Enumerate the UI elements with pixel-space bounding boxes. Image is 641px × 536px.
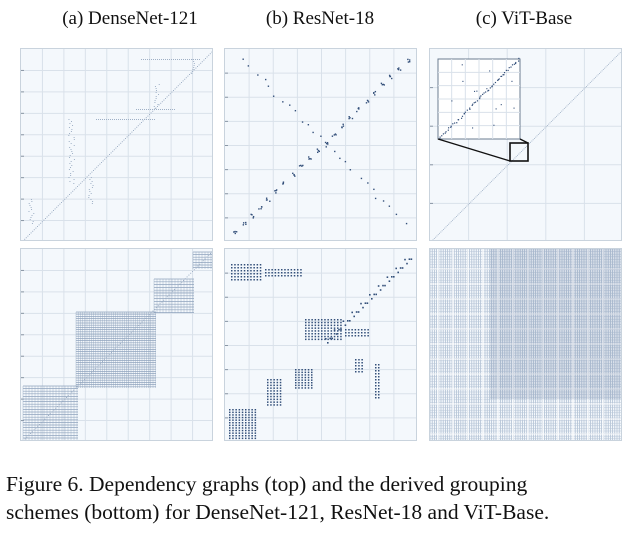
resnet-grouping-scheme xyxy=(224,248,417,441)
caption-line-2: schemes (bottom) for DenseNet-121, ResNe… xyxy=(6,500,550,524)
densenet-grouping-scheme xyxy=(20,248,213,441)
caption-line-1: Figure 6. Dependency graphs (top) and th… xyxy=(6,472,528,496)
column-title-resnet: (b) ResNet-18 xyxy=(265,8,375,29)
vit-dependency-graph xyxy=(429,48,622,241)
column-title-vit: (c) ViT-Base xyxy=(475,8,573,29)
densenet-dependency-graph xyxy=(20,48,213,241)
figure-caption: Figure 6. Dependency graphs (top) and th… xyxy=(6,470,636,526)
column-title-densenet: (a) DenseNet-121 xyxy=(62,8,198,29)
resnet-dependency-graph xyxy=(224,48,417,241)
vit-grouping-scheme xyxy=(429,248,622,441)
